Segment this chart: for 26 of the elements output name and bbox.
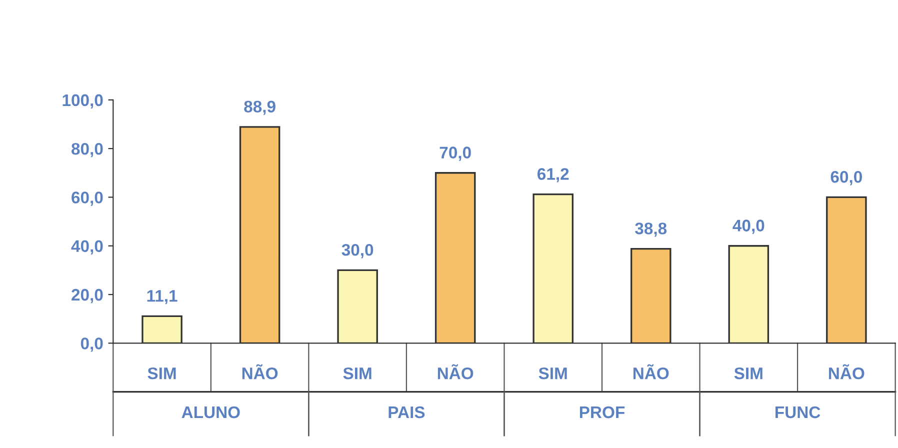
data-label: 88,9 [244,100,276,115]
text: PROF [580,406,625,418]
data-label: 60,0 [830,171,862,186]
text: FUNC [776,406,820,418]
x-tick-label: NÃO [633,364,669,380]
x-tick-label: NÃO [438,364,474,380]
text: ALUNO [182,406,240,418]
x-tick-label: SIM [148,367,176,380]
x-tick-label: SIM [343,367,372,380]
x-tick-label: SIM [734,367,762,380]
x-tick-label: NÃO [829,364,864,380]
y-tick-label: 20,0 [72,288,103,304]
x-tick-label: SIM [538,367,567,380]
y-tick-label: 0,0 [80,338,103,352]
data-label: 61,2 [538,168,569,182]
data-label: 70,0 [440,146,471,161]
data-label: 30,0 [342,244,374,258]
y-tick-label: 100,0 [62,94,103,109]
y-tick-label: 40,0 [71,240,103,254]
data-label: 11,1 [147,290,178,304]
text: PAIS [388,406,425,418]
data-label: 38,8 [635,222,667,237]
y-tick-label: 80,0 [72,142,103,158]
y-tick-label: 60,0 [72,192,103,206]
x-tick-label: NÃO [242,364,278,380]
data-label: 40,0 [732,220,764,234]
